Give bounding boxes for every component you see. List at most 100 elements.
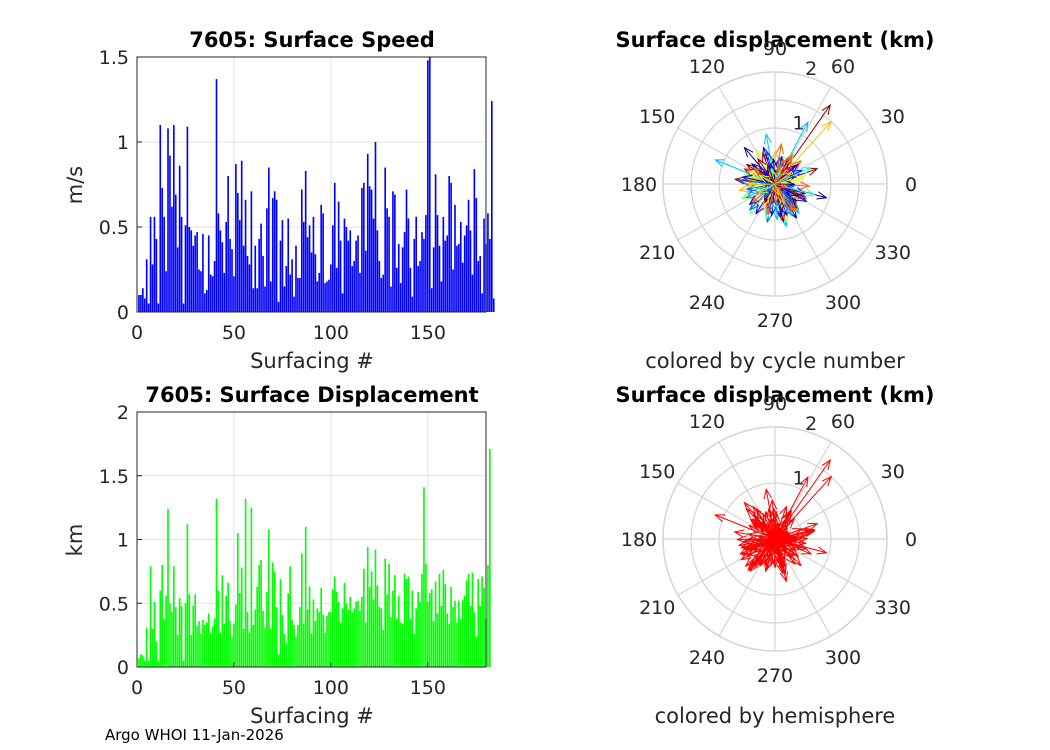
bar bbox=[459, 618, 462, 667]
bar bbox=[186, 524, 189, 667]
radial-label: 2 bbox=[805, 413, 817, 435]
angle-label: 90 bbox=[763, 38, 787, 60]
bar bbox=[357, 235, 359, 312]
bar bbox=[361, 187, 363, 312]
bar bbox=[291, 619, 293, 667]
polar-displacement-by-hemisphere: Surface displacement (km) colored by hem… bbox=[615, 383, 934, 728]
polar-displacement-by-cycle: Surface displacement (km) colored by cyc… bbox=[615, 28, 934, 373]
bar bbox=[273, 191, 276, 312]
bar bbox=[202, 619, 204, 667]
bar bbox=[372, 599, 375, 667]
bar bbox=[458, 600, 460, 667]
bar bbox=[271, 198, 274, 312]
bar bbox=[378, 607, 381, 667]
bar bbox=[209, 274, 212, 312]
bar bbox=[153, 601, 156, 667]
bar bbox=[386, 594, 388, 667]
displacement-arrow bbox=[769, 157, 779, 185]
displacement-arrow bbox=[774, 536, 792, 545]
bar bbox=[465, 580, 468, 667]
bar bbox=[492, 298, 495, 312]
bar bbox=[151, 628, 154, 667]
bar bbox=[312, 599, 315, 667]
bar bbox=[297, 624, 299, 667]
bar bbox=[281, 614, 284, 667]
bar bbox=[432, 621, 435, 667]
bar bbox=[207, 613, 210, 667]
bar bbox=[157, 660, 160, 667]
bar bbox=[215, 79, 218, 312]
bar bbox=[171, 612, 173, 667]
angle-label: 210 bbox=[639, 597, 675, 619]
bar bbox=[467, 199, 470, 312]
bar bbox=[176, 247, 179, 312]
bar bbox=[394, 575, 396, 667]
bar bbox=[425, 563, 427, 667]
bar bbox=[357, 600, 359, 667]
footer-credit: Argo WHOI 11-Jan-2026 bbox=[105, 726, 284, 744]
bar bbox=[159, 590, 162, 667]
displacement-arrow bbox=[771, 183, 781, 214]
y-tick-label: 1 bbox=[117, 132, 129, 154]
angle-label: 180 bbox=[621, 529, 657, 551]
bar bbox=[415, 216, 418, 312]
bar bbox=[295, 636, 297, 667]
bar bbox=[407, 576, 410, 667]
bar bbox=[461, 262, 464, 312]
bar bbox=[372, 218, 375, 312]
bar bbox=[200, 633, 202, 667]
bar bbox=[411, 590, 414, 667]
bar bbox=[192, 605, 195, 667]
bar bbox=[248, 264, 251, 312]
polar-ring bbox=[690, 99, 860, 269]
bar bbox=[235, 604, 237, 667]
bar bbox=[149, 566, 152, 667]
bar bbox=[337, 601, 340, 667]
bar bbox=[442, 570, 445, 667]
bar bbox=[277, 301, 280, 312]
bar bbox=[359, 610, 361, 667]
bar bbox=[481, 576, 483, 667]
bar bbox=[252, 624, 255, 667]
bar bbox=[415, 608, 418, 667]
bar bbox=[322, 614, 324, 667]
bar bbox=[353, 261, 355, 312]
bar bbox=[248, 632, 251, 667]
angle-label: 210 bbox=[639, 242, 675, 264]
bar bbox=[450, 182, 452, 312]
bar bbox=[440, 281, 443, 312]
bar bbox=[273, 571, 276, 667]
bar bbox=[269, 628, 272, 667]
angle-label: 90 bbox=[763, 393, 787, 415]
bar bbox=[304, 170, 307, 312]
bar bbox=[479, 605, 481, 667]
bar bbox=[382, 630, 385, 667]
bar bbox=[198, 621, 200, 667]
bar bbox=[167, 508, 169, 667]
angle-label: 150 bbox=[639, 461, 675, 483]
displacement-bar-chart: 7605: Surface Displacement Surfacing # k… bbox=[63, 383, 491, 728]
angle-label: 240 bbox=[689, 292, 725, 314]
angle-label: 270 bbox=[757, 310, 793, 332]
bar bbox=[142, 655, 144, 667]
bar bbox=[339, 240, 342, 312]
bar bbox=[140, 295, 142, 312]
bar bbox=[293, 624, 295, 667]
bar bbox=[246, 255, 249, 312]
bar bbox=[264, 627, 266, 667]
bar bbox=[328, 279, 330, 312]
bar bbox=[262, 255, 264, 312]
bar bbox=[409, 267, 412, 312]
bar bbox=[268, 167, 270, 312]
bar bbox=[297, 278, 299, 312]
displacement-arrow bbox=[738, 177, 776, 186]
bar bbox=[452, 269, 454, 312]
bar bbox=[200, 271, 202, 312]
bar bbox=[318, 272, 321, 312]
bar bbox=[169, 155, 171, 312]
bar bbox=[279, 240, 282, 312]
bar bbox=[351, 612, 354, 667]
displacement-arrow bbox=[771, 183, 780, 197]
bar bbox=[423, 487, 425, 667]
bar bbox=[407, 218, 410, 312]
